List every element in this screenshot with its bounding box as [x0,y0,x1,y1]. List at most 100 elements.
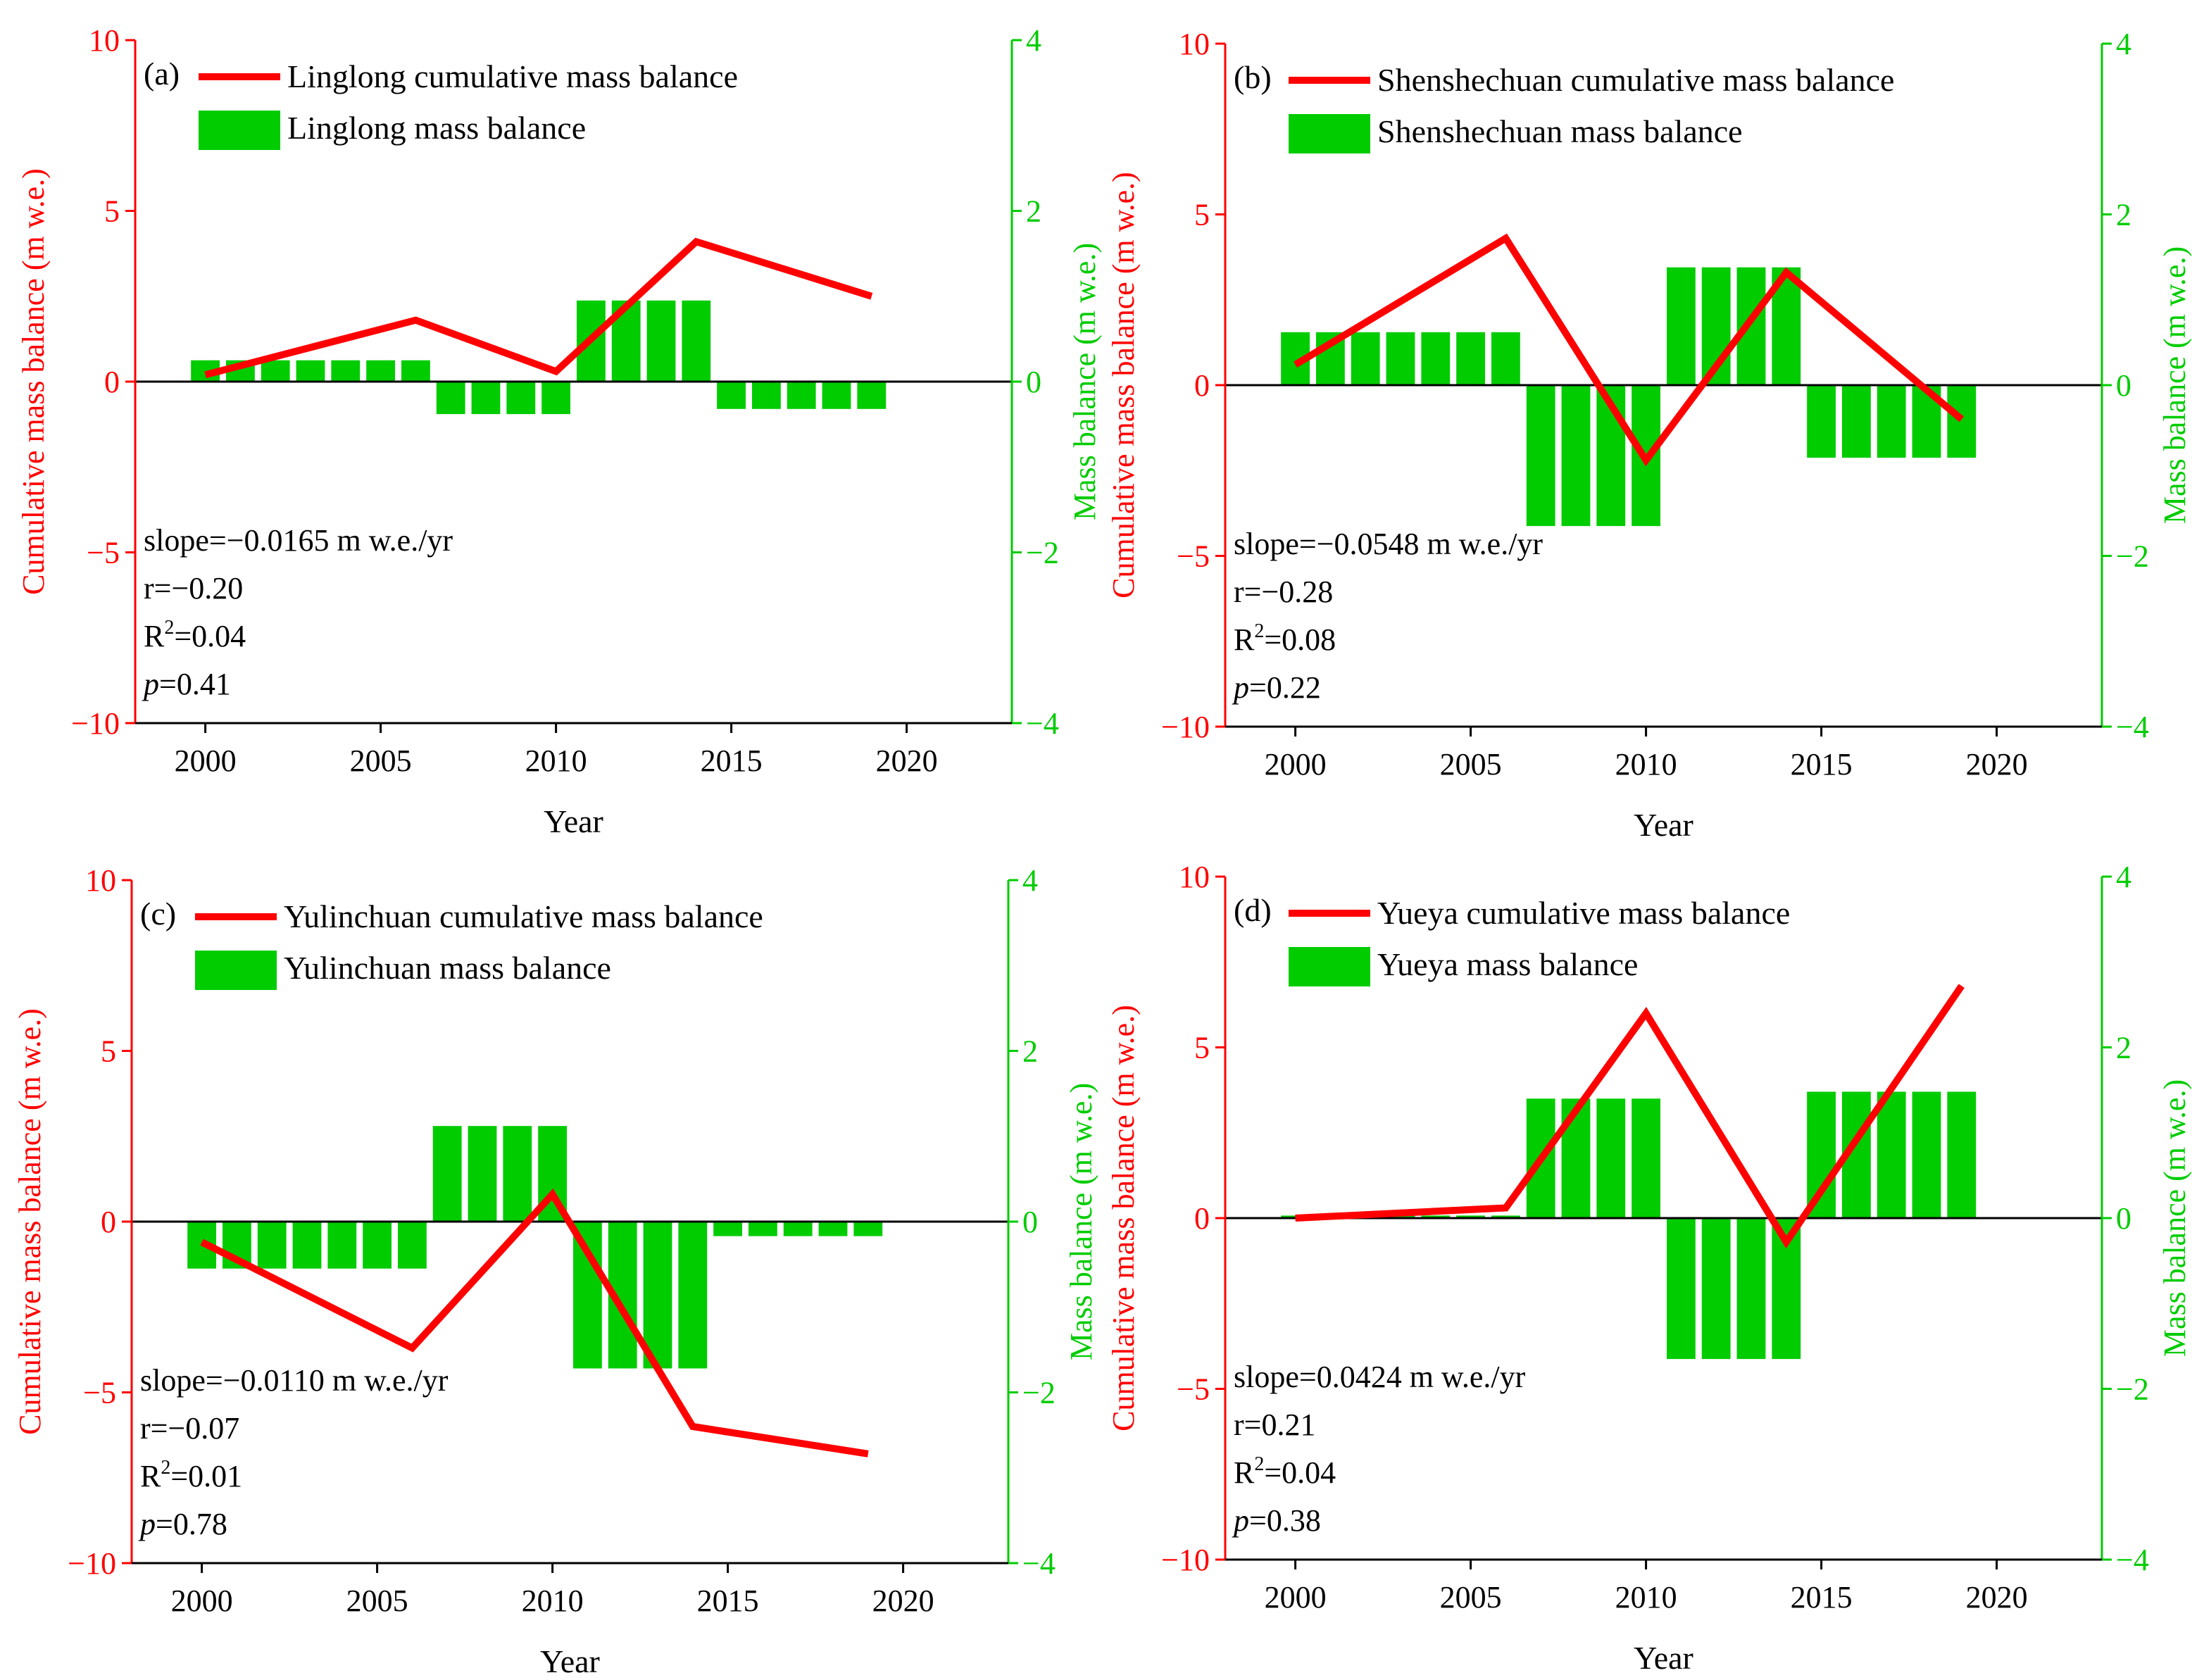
mass-balance-bar [853,1222,883,1236]
x-axis-title: Year [544,803,603,839]
y-right-tick-label: −4 [2116,710,2149,744]
stat-r-squared: R2=0.04 [1234,1453,1336,1490]
panel-label: (b) [1234,59,1272,95]
stat-r-squared: R2=0.08 [1234,620,1336,657]
mass-balance-bar [1351,332,1380,385]
stat-r-squared-superscript: 2 [1254,1453,1264,1475]
x-tick-label: 2020 [872,1584,934,1618]
x-axis-title: Year [1634,1640,1693,1676]
mass-balance-bar [857,382,887,409]
stat-r-squared-superscript: 2 [164,617,174,639]
y-left-tick-label: −5 [1177,539,1210,574]
mass-balance-bar [471,382,501,415]
mass-balance-bar [1842,385,1871,458]
y-right-tick-label: −4 [1022,1546,1056,1581]
mass-balance-bar [1807,385,1836,458]
x-tick-label: 2010 [522,1584,584,1618]
stat-r: r=−0.20 [144,571,243,606]
cumulative-mass-balance-line [1295,984,1965,1249]
mass-balance-bar [1877,385,1906,458]
stat-r: r=−0.28 [1234,575,1333,609]
stat-p: p=0.41 [142,667,231,701]
legend-line-label: Linglong cumulative mass balance [287,58,738,94]
mass-balance-bar [752,382,781,409]
panel-label: (a) [144,56,180,92]
mass-balance-bar [1386,332,1415,385]
mass-balance-bar [646,300,676,382]
stat-p-label: p [138,1507,156,1541]
y-left-tick-label: 5 [104,194,120,229]
stat-p-label: p [1232,670,1249,705]
stat-slope-label: slope [1234,527,1299,561]
y-left-tick-label: 0 [1194,368,1210,403]
y-right-tick-label: 0 [1022,1205,1038,1239]
x-tick-label: 2015 [1791,747,1853,782]
x-tick-label: 2010 [1615,747,1677,782]
mass-balance-bar [436,382,465,415]
y-right-tick-label: 0 [2116,1201,2131,1236]
mass-balance-bar [331,360,361,382]
stat-slope: slope=−0.0110 m w.e./yr [140,1363,449,1398]
y-left-axis-title: Cumulative mass balance (m w.e.) [16,168,51,595]
mass-balance-bar [1561,385,1591,527]
mass-balance-bar [1736,267,1766,385]
y-left-tick-label: 10 [1179,860,1210,894]
y-left-tick-label: 5 [101,1034,116,1069]
mass-balance-bar [717,382,746,409]
y-left-tick-label: 0 [104,365,120,399]
stat-r-squared-value: =0.01 [170,1459,242,1493]
stat-r-squared-label: R [144,619,165,653]
mass-balance-bar [783,1222,813,1236]
stat-slope-label: slope [140,1363,206,1398]
mass-balance-bar [398,1222,427,1269]
stat-r-squared-superscript: 2 [1254,620,1264,642]
mass-balance-bar [1947,1091,1977,1218]
y-right-tick-label: −4 [2116,1543,2149,1577]
y-left-tick-label: −10 [71,706,120,741]
mass-balance-bar [1421,1215,1451,1218]
x-tick-label: 2000 [1265,1580,1327,1615]
mass-balance-bar [292,1222,322,1269]
y-right-tick-label: 2 [2116,198,2131,232]
stat-p-value: =0.78 [156,1507,227,1541]
mass-balance-bar [1701,1218,1731,1360]
x-tick-label: 2000 [175,744,237,778]
y-left-tick-label: 0 [101,1205,116,1239]
mass-balance-bar [1912,1091,1941,1218]
x-tick-label: 2020 [876,744,938,778]
x-tick-label: 2010 [525,744,587,778]
x-tick-label: 2015 [701,744,763,778]
cumulative-mass-balance-line [1294,233,1965,467]
y-right-tick-label: 4 [1026,23,1041,58]
y-right-axis-title: Mass balance (m w.e.) [1064,1083,1098,1360]
y-left-tick-label: 0 [1194,1201,1210,1236]
mass-balance-bar [1456,1215,1485,1218]
stat-r-squared-label: R [140,1459,161,1493]
mass-balance-bar [1386,1215,1415,1218]
chart-panel-b: 2000 2005 2010 2015 2020 Year −10 −5 0 5 10 Cumulat… [1106,27,2192,843]
stat-r: r=−0.07 [140,1411,239,1446]
mass-balance-bar [257,1222,287,1269]
stat-r-squared: R2=0.01 [140,1457,242,1493]
stat-slope-value: =−0.0548 m w.e./yr [1299,527,1543,561]
y-right-tick-label: −2 [2116,539,2149,574]
stat-slope-value: =0.0424 m w.e./yr [1299,1360,1526,1394]
x-tick-label: 2010 [1615,1580,1677,1615]
stat-p: p=0.22 [1232,670,1321,705]
mass-balance-bar [541,382,570,415]
legend-bar-swatch [195,951,277,990]
y-right-tick-label: 0 [2116,368,2131,403]
stat-slope-value: =−0.0110 m w.e./yr [206,1363,449,1398]
stat-slope: slope=0.0424 m w.e./yr [1234,1360,1526,1394]
legend-bar-label: Yueya mass balance [1377,946,1638,982]
x-axis-title: Year [540,1643,600,1679]
mass-balance-bar [296,360,325,382]
stat-r: r=0.21 [1234,1408,1315,1442]
y-left-tick-label: −10 [1161,710,1210,744]
stat-p-label: p [1232,1503,1249,1538]
stat-r-squared: R2=0.04 [144,617,246,653]
x-tick-label: 2015 [697,1584,759,1618]
y-right-tick-label: 4 [2116,860,2131,894]
mass-balance-bar [1491,1215,1520,1218]
